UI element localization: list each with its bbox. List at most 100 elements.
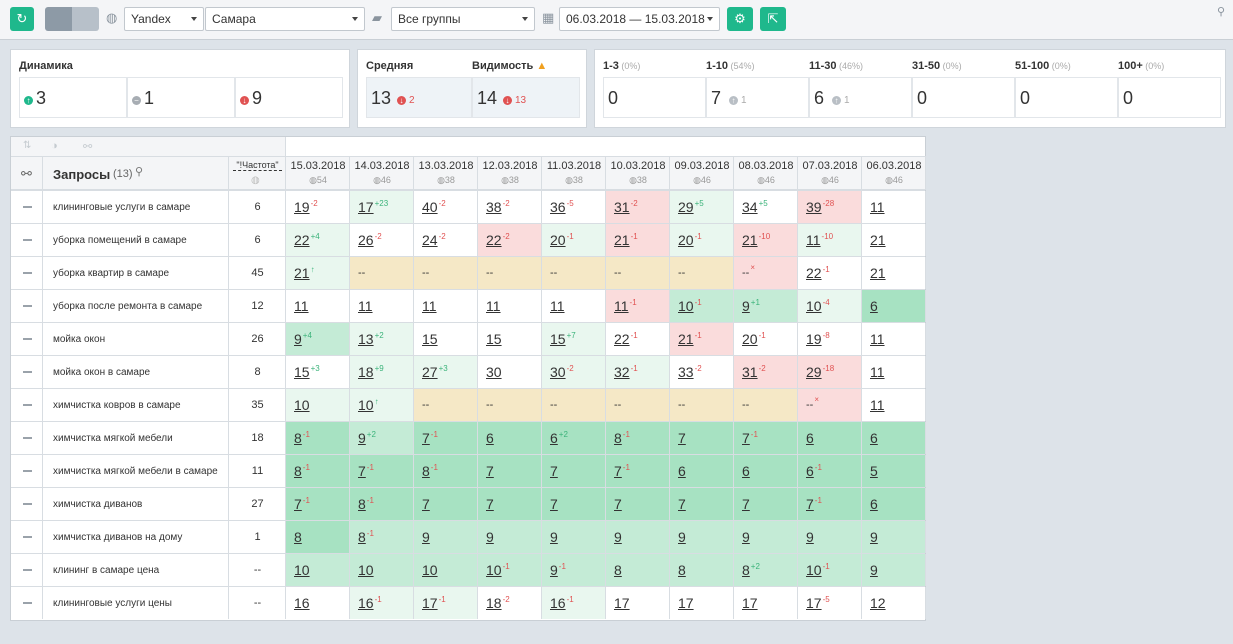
position-cell[interactable]: 27+3 <box>414 356 478 388</box>
position-cell[interactable]: -- <box>606 389 670 421</box>
position-cell[interactable]: 9 <box>734 521 798 553</box>
position-cell[interactable]: 8-1 <box>286 455 350 487</box>
position-cell[interactable]: 26-2 <box>350 224 414 256</box>
export-button[interactable]: ⇱ <box>760 7 786 31</box>
header-queries[interactable]: Запросы (13) ⚲ <box>43 157 229 190</box>
minus-icon[interactable] <box>23 437 32 439</box>
position-cell[interactable]: 11-10 <box>798 224 862 256</box>
date-column-header[interactable]: 12.03.2018 ◍38 <box>478 157 542 190</box>
position-cell[interactable]: 19-2 <box>286 191 350 223</box>
position-cell[interactable]: 21-1 <box>670 323 734 355</box>
date-column-header[interactable]: 14.03.2018 ◍46 <box>350 157 414 190</box>
position-cell[interactable]: --× <box>734 257 798 289</box>
position-cell[interactable]: 11 <box>862 191 926 223</box>
position-cell[interactable]: 32-1 <box>606 356 670 388</box>
header-frequency[interactable]: "!Частота" ◍ <box>229 157 286 190</box>
pin-icon[interactable]: ⚲ <box>1217 6 1226 18</box>
position-cell[interactable]: 18+9 <box>350 356 414 388</box>
position-cell[interactable]: 21-1 <box>606 224 670 256</box>
position-cell[interactable]: 11 <box>542 290 606 322</box>
position-cell[interactable]: 9 <box>670 521 734 553</box>
position-cell[interactable]: 9-1 <box>542 554 606 586</box>
group-select[interactable]: Все группы <box>391 7 535 31</box>
position-cell[interactable]: 11 <box>350 290 414 322</box>
position-cell[interactable]: 20-1 <box>542 224 606 256</box>
position-cell[interactable]: 22-1 <box>798 257 862 289</box>
position-cell[interactable]: --× <box>798 389 862 421</box>
position-cell[interactable]: 22-1 <box>606 323 670 355</box>
position-cell[interactable]: 8-1 <box>350 488 414 520</box>
position-cell[interactable]: 17-1 <box>414 587 478 619</box>
position-cell[interactable]: 24-2 <box>414 224 478 256</box>
position-cell[interactable]: 8-1 <box>606 422 670 454</box>
position-cell[interactable]: 31-2 <box>734 356 798 388</box>
minus-icon[interactable] <box>23 206 32 208</box>
position-cell[interactable]: -- <box>414 257 478 289</box>
position-cell[interactable]: 16-1 <box>542 587 606 619</box>
minus-icon[interactable] <box>23 569 32 571</box>
position-cell[interactable]: 9 <box>862 554 926 586</box>
position-cell[interactable]: 10-1 <box>478 554 542 586</box>
position-cell[interactable]: 11 <box>286 290 350 322</box>
position-cell[interactable]: 6 <box>862 422 926 454</box>
position-cell[interactable]: 11 <box>414 290 478 322</box>
position-cell[interactable]: 18-2 <box>478 587 542 619</box>
position-cell[interactable]: -- <box>542 257 606 289</box>
position-cell[interactable]: 17 <box>734 587 798 619</box>
position-cell[interactable]: -- <box>670 389 734 421</box>
position-cell[interactable]: 7 <box>670 488 734 520</box>
position-cell[interactable]: 21-10 <box>734 224 798 256</box>
position-cell[interactable]: 7 <box>478 488 542 520</box>
position-cell[interactable]: 38-2 <box>478 191 542 223</box>
position-cell[interactable]: 16 <box>286 587 350 619</box>
region-select[interactable]: Самара <box>205 7 365 31</box>
position-cell[interactable]: 20-1 <box>670 224 734 256</box>
position-cell[interactable]: -- <box>478 257 542 289</box>
position-cell[interactable]: 6 <box>798 422 862 454</box>
date-range-select[interactable]: 06.03.2018 — 15.03.2018 <box>559 7 720 31</box>
position-cell[interactable]: 15+7 <box>542 323 606 355</box>
position-cell[interactable]: 11 <box>478 290 542 322</box>
position-cell[interactable]: 8 <box>670 554 734 586</box>
position-cell[interactable]: 29+5 <box>670 191 734 223</box>
position-cell[interactable]: 40-2 <box>414 191 478 223</box>
position-cell[interactable]: 10-1 <box>670 290 734 322</box>
position-cell[interactable]: 7-1 <box>606 455 670 487</box>
position-cell[interactable]: 15 <box>414 323 478 355</box>
position-cell[interactable]: 7 <box>414 488 478 520</box>
position-cell[interactable]: 10↑ <box>350 389 414 421</box>
toggle-icon[interactable]: ◑ <box>51 140 58 152</box>
position-cell[interactable]: 20-1 <box>734 323 798 355</box>
position-cell[interactable]: 7 <box>478 455 542 487</box>
position-cell[interactable]: 13+2 <box>350 323 414 355</box>
minus-icon[interactable] <box>23 404 32 406</box>
position-cell[interactable]: 7 <box>734 488 798 520</box>
position-cell[interactable]: 9 <box>862 521 926 553</box>
position-cell[interactable]: 7 <box>670 422 734 454</box>
position-cell[interactable]: 8-1 <box>350 521 414 553</box>
position-cell[interactable]: -- <box>606 257 670 289</box>
position-cell[interactable]: -- <box>414 389 478 421</box>
position-cell[interactable]: 17-5 <box>798 587 862 619</box>
position-cell[interactable]: 7 <box>542 455 606 487</box>
position-cell[interactable]: 11-1 <box>606 290 670 322</box>
position-cell[interactable]: 30-2 <box>542 356 606 388</box>
position-cell[interactable]: 10-4 <box>798 290 862 322</box>
position-cell[interactable]: 8 <box>606 554 670 586</box>
position-cell[interactable]: 10 <box>414 554 478 586</box>
minus-icon[interactable] <box>23 338 32 340</box>
position-cell[interactable]: 8 <box>286 521 350 553</box>
position-cell[interactable]: 7-1 <box>734 422 798 454</box>
position-cell[interactable]: 29-18 <box>798 356 862 388</box>
date-column-header[interactable]: 08.03.2018 ◍46 <box>734 157 798 190</box>
position-cell[interactable]: -- <box>350 257 414 289</box>
position-cell[interactable]: 9+1 <box>734 290 798 322</box>
list-view-icon[interactable] <box>72 7 99 31</box>
view-toggle[interactable] <box>45 7 99 31</box>
position-cell[interactable]: 8-1 <box>286 422 350 454</box>
date-column-header[interactable]: 10.03.2018 ◍38 <box>606 157 670 190</box>
minus-icon[interactable] <box>23 503 32 505</box>
position-cell[interactable]: 9 <box>478 521 542 553</box>
position-cell[interactable]: 7-1 <box>350 455 414 487</box>
position-cell[interactable]: 39-28 <box>798 191 862 223</box>
